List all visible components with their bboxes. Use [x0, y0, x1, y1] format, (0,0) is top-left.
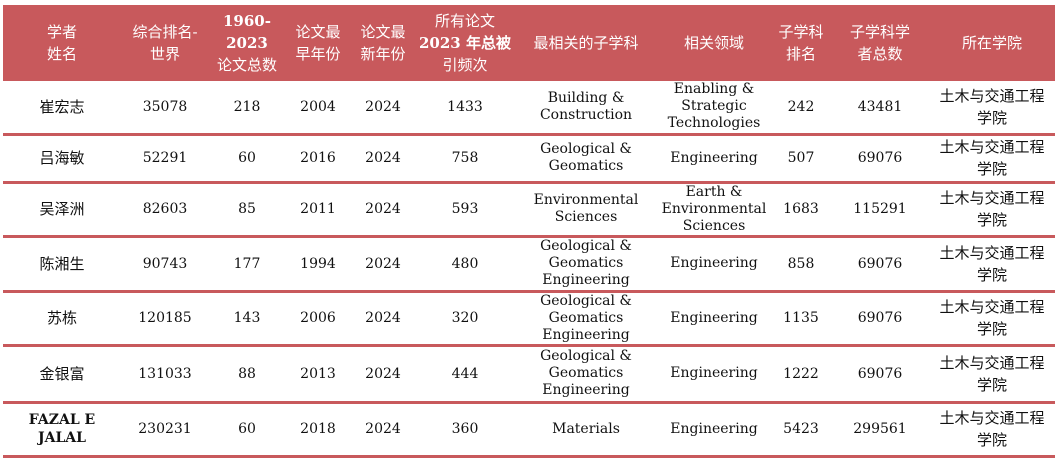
field: Engineering — [657, 291, 771, 347]
citations: 480 — [415, 236, 515, 293]
field: Engineering — [657, 236, 771, 293]
total-papers: 60 — [209, 134, 285, 184]
citations: 593 — [415, 182, 515, 238]
school: 土木与交通工程 学院 — [929, 81, 1055, 136]
latest-year: 2024 — [351, 182, 415, 238]
earliest-year: 2006 — [285, 291, 351, 347]
subfield-total: 69076 — [831, 236, 929, 293]
citations: 320 — [415, 291, 515, 347]
school: 土木与交通工程 学院 — [929, 134, 1055, 184]
world-rank: 90743 — [121, 236, 209, 293]
subfield: Geological & Geomatics Engineering — [515, 236, 657, 293]
subfield-rank: 242 — [771, 81, 831, 136]
earliest-year: 2011 — [285, 182, 351, 238]
subfield-total: 69076 — [831, 291, 929, 347]
citations: 758 — [415, 134, 515, 184]
field: Enabling & Strategic Technologies — [657, 81, 771, 136]
citations: 444 — [415, 345, 515, 404]
latest-year: 2024 — [351, 345, 415, 404]
table-row: 苏栋 120185 143 2006 2024 320 Geological &… — [3, 291, 1055, 347]
earliest-year: 2018 — [285, 402, 351, 458]
total-papers: 218 — [209, 81, 285, 136]
subfield: Geological & Geomatics — [515, 134, 657, 184]
scholar-name: 陈湘生 — [3, 236, 121, 293]
table-row: 陈湘生 90743 177 1994 2024 480 Geological &… — [3, 236, 1055, 293]
subfield: Geological & Geomatics Engineering — [515, 345, 657, 404]
subfield-rank: 1222 — [771, 345, 831, 404]
table-row: FAZAL E JALAL 230231 60 2018 2024 360 Ma… — [3, 402, 1055, 458]
earliest-year: 1994 — [285, 236, 351, 293]
subfield-rank: 858 — [771, 236, 831, 293]
header-subfield-total: 子学科学 者总数 — [831, 5, 929, 81]
header-total-papers: 1960-2023 论文总数 — [209, 5, 285, 81]
latest-year: 2024 — [351, 236, 415, 293]
school: 土木与交通工程 学院 — [929, 291, 1055, 347]
header-subfield: 最相关的子学科 — [515, 5, 657, 81]
scholar-name: 吴泽洲 — [3, 182, 121, 238]
subfield: Environmental Sciences — [515, 182, 657, 238]
scholar-ranking-table: 学者 姓名 综合排名- 世界 1960-2023 论文总数 论文最 早年份 论文… — [3, 5, 1055, 458]
field: Engineering — [657, 402, 771, 458]
total-papers: 60 — [209, 402, 285, 458]
total-papers: 85 — [209, 182, 285, 238]
school: 土木与交通工程 学院 — [929, 345, 1055, 404]
table-row: 金银富 131033 88 2013 2024 444 Geological &… — [3, 345, 1055, 404]
world-rank: 131033 — [121, 345, 209, 404]
header-field: 相关领域 — [657, 5, 771, 81]
total-papers: 143 — [209, 291, 285, 347]
field: Engineering — [657, 134, 771, 184]
table-row: 吕海敏 52291 60 2016 2024 758 Geological & … — [3, 134, 1055, 184]
subfield-total: 43481 — [831, 81, 929, 136]
subfield-rank: 1135 — [771, 291, 831, 347]
scholar-name: 吕海敏 — [3, 134, 121, 184]
header-earliest-year: 论文最 早年份 — [285, 5, 351, 81]
subfield-total: 69076 — [831, 345, 929, 404]
header-subfield-rank: 子学科 排名 — [771, 5, 831, 81]
subfield-total: 299561 — [831, 402, 929, 458]
scholar-name: 金银富 — [3, 345, 121, 404]
header-name: 学者 姓名 — [3, 5, 121, 81]
world-rank: 82603 — [121, 182, 209, 238]
latest-year: 2024 — [351, 134, 415, 184]
scholar-name: 苏栋 — [3, 291, 121, 347]
subfield: Geological & Geomatics Engineering — [515, 291, 657, 347]
header-row: 学者 姓名 综合排名- 世界 1960-2023 论文总数 论文最 早年份 论文… — [3, 5, 1055, 81]
subfield-total: 69076 — [831, 134, 929, 184]
scholar-name: 崔宏志 — [3, 81, 121, 136]
world-rank: 230231 — [121, 402, 209, 458]
world-rank: 120185 — [121, 291, 209, 347]
field: Engineering — [657, 345, 771, 404]
scholar-table-wrapper: 学者 姓名 综合排名- 世界 1960-2023 论文总数 论文最 早年份 论文… — [3, 5, 1055, 458]
field: Earth & Environmental Sciences — [657, 182, 771, 238]
subfield-rank: 1683 — [771, 182, 831, 238]
header-school: 所在学院 — [929, 5, 1055, 81]
latest-year: 2024 — [351, 81, 415, 136]
total-papers: 177 — [209, 236, 285, 293]
subfield-total: 115291 — [831, 182, 929, 238]
header-latest-year: 论文最 新年份 — [351, 5, 415, 81]
scholar-name: FAZAL E JALAL — [3, 402, 121, 458]
header-world-rank: 综合排名- 世界 — [121, 5, 209, 81]
subfield: Building & Construction — [515, 81, 657, 136]
latest-year: 2024 — [351, 402, 415, 458]
world-rank: 52291 — [121, 134, 209, 184]
school: 土木与交通工程 学院 — [929, 402, 1055, 458]
header-citations: 所有论文 2023 年总被 引频次 — [415, 5, 515, 81]
total-papers: 88 — [209, 345, 285, 404]
latest-year: 2024 — [351, 291, 415, 347]
earliest-year: 2004 — [285, 81, 351, 136]
earliest-year: 2016 — [285, 134, 351, 184]
table-row: 吴泽洲 82603 85 2011 2024 593 Environmental… — [3, 182, 1055, 238]
school: 土木与交通工程 学院 — [929, 236, 1055, 293]
subfield-rank: 5423 — [771, 402, 831, 458]
citations: 360 — [415, 402, 515, 458]
subfield: Materials — [515, 402, 657, 458]
subfield-rank: 507 — [771, 134, 831, 184]
citations: 1433 — [415, 81, 515, 136]
table-row: 崔宏志 35078 218 2004 2024 1433 Building & … — [3, 81, 1055, 136]
earliest-year: 2013 — [285, 345, 351, 404]
school: 土木与交通工程 学院 — [929, 182, 1055, 238]
world-rank: 35078 — [121, 81, 209, 136]
